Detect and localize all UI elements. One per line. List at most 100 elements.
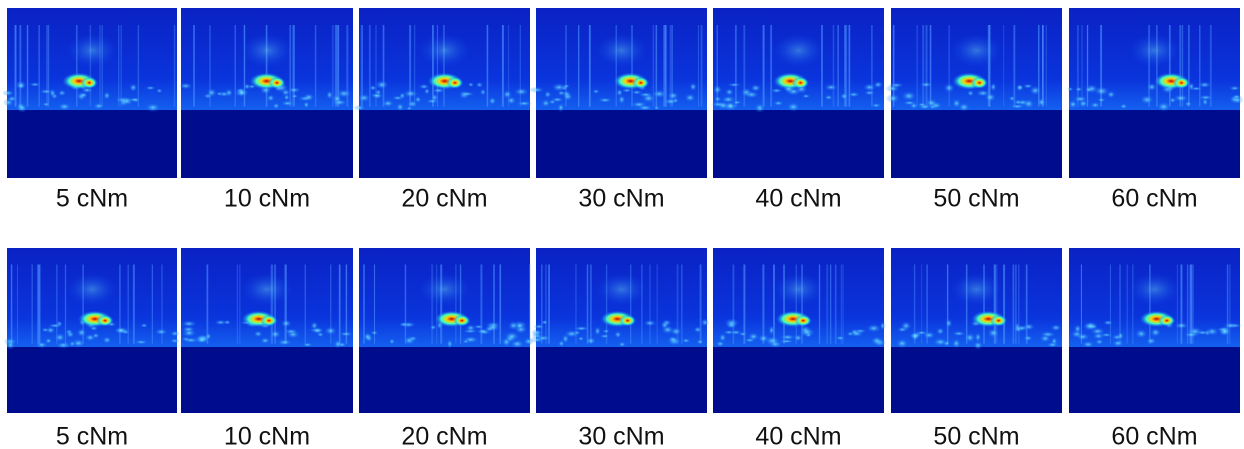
blob <box>382 99 394 108</box>
blob <box>1100 332 1113 338</box>
blob <box>103 91 111 101</box>
faint-top <box>950 272 1003 306</box>
faint-top <box>772 33 825 68</box>
blob <box>134 339 149 345</box>
blob <box>303 93 315 101</box>
blob <box>778 339 795 344</box>
blob <box>900 321 912 331</box>
blob <box>1156 101 1171 112</box>
blob <box>835 335 846 341</box>
blob <box>585 337 597 345</box>
blob <box>283 93 290 101</box>
blob <box>1082 321 1099 332</box>
blob <box>531 333 544 339</box>
panel-label: 5 cNm <box>56 185 128 213</box>
blob <box>369 93 384 98</box>
blob <box>375 80 389 90</box>
faint-top <box>418 272 471 306</box>
blob <box>667 91 679 100</box>
blob <box>414 96 422 103</box>
blob <box>1145 337 1157 345</box>
blob <box>1013 99 1023 105</box>
blob <box>723 101 738 111</box>
blob <box>667 335 679 343</box>
blob <box>35 341 48 349</box>
blob <box>223 319 232 325</box>
blob <box>1067 87 1074 92</box>
blob <box>974 332 982 343</box>
blob <box>952 98 961 109</box>
blob <box>747 332 760 341</box>
blob <box>269 329 282 339</box>
blob <box>363 332 372 341</box>
blob <box>1231 94 1242 100</box>
blob <box>793 334 803 342</box>
blob <box>233 88 250 98</box>
blob <box>770 88 783 94</box>
blob <box>764 336 781 346</box>
blob <box>1184 101 1192 107</box>
blob <box>1140 94 1154 105</box>
faint-top <box>241 272 293 306</box>
blob <box>779 334 796 341</box>
blob <box>357 93 371 102</box>
blob <box>987 328 1000 338</box>
blob <box>660 321 669 330</box>
hotspot <box>791 76 810 89</box>
blob <box>616 88 624 97</box>
blob <box>684 93 696 102</box>
blob <box>181 326 196 333</box>
blob <box>594 326 601 336</box>
blob <box>504 331 520 342</box>
blob <box>1046 341 1059 348</box>
blob <box>425 98 440 104</box>
blob <box>1039 334 1051 343</box>
blob <box>54 332 66 343</box>
blob <box>909 102 919 110</box>
blob <box>1218 326 1231 337</box>
blob <box>47 323 63 329</box>
blob <box>1097 97 1106 103</box>
blob <box>681 338 691 344</box>
blob <box>516 100 532 107</box>
blob <box>326 90 334 100</box>
blob <box>964 332 976 343</box>
blob <box>873 81 884 89</box>
blob <box>1075 86 1083 92</box>
blob <box>864 90 876 96</box>
blob <box>914 330 929 335</box>
hotspot <box>453 314 471 327</box>
faint-top <box>66 272 118 306</box>
blob <box>446 339 453 349</box>
blob <box>72 338 86 348</box>
blob <box>1022 83 1034 89</box>
blob <box>1223 322 1237 329</box>
blob <box>16 103 28 113</box>
blob <box>1008 95 1016 102</box>
blob <box>592 89 600 94</box>
blob <box>510 339 525 349</box>
blob <box>528 86 545 93</box>
blob <box>801 93 811 99</box>
blob <box>597 97 613 103</box>
blob <box>115 326 127 335</box>
blob <box>849 330 865 338</box>
blob <box>548 99 557 105</box>
blob <box>727 82 742 87</box>
blob <box>617 94 626 105</box>
blob <box>870 103 882 108</box>
blob <box>693 326 703 333</box>
spectrogram <box>528 8 707 178</box>
blob <box>429 324 437 331</box>
hotspot <box>80 76 98 89</box>
faint-top <box>950 33 1003 68</box>
blob <box>28 82 42 87</box>
blob <box>336 89 352 99</box>
blob <box>651 89 667 99</box>
hotspot <box>268 76 286 89</box>
blob <box>754 103 766 113</box>
blob <box>544 90 552 99</box>
blob <box>333 339 343 349</box>
blob <box>653 105 660 111</box>
blob <box>140 323 148 328</box>
